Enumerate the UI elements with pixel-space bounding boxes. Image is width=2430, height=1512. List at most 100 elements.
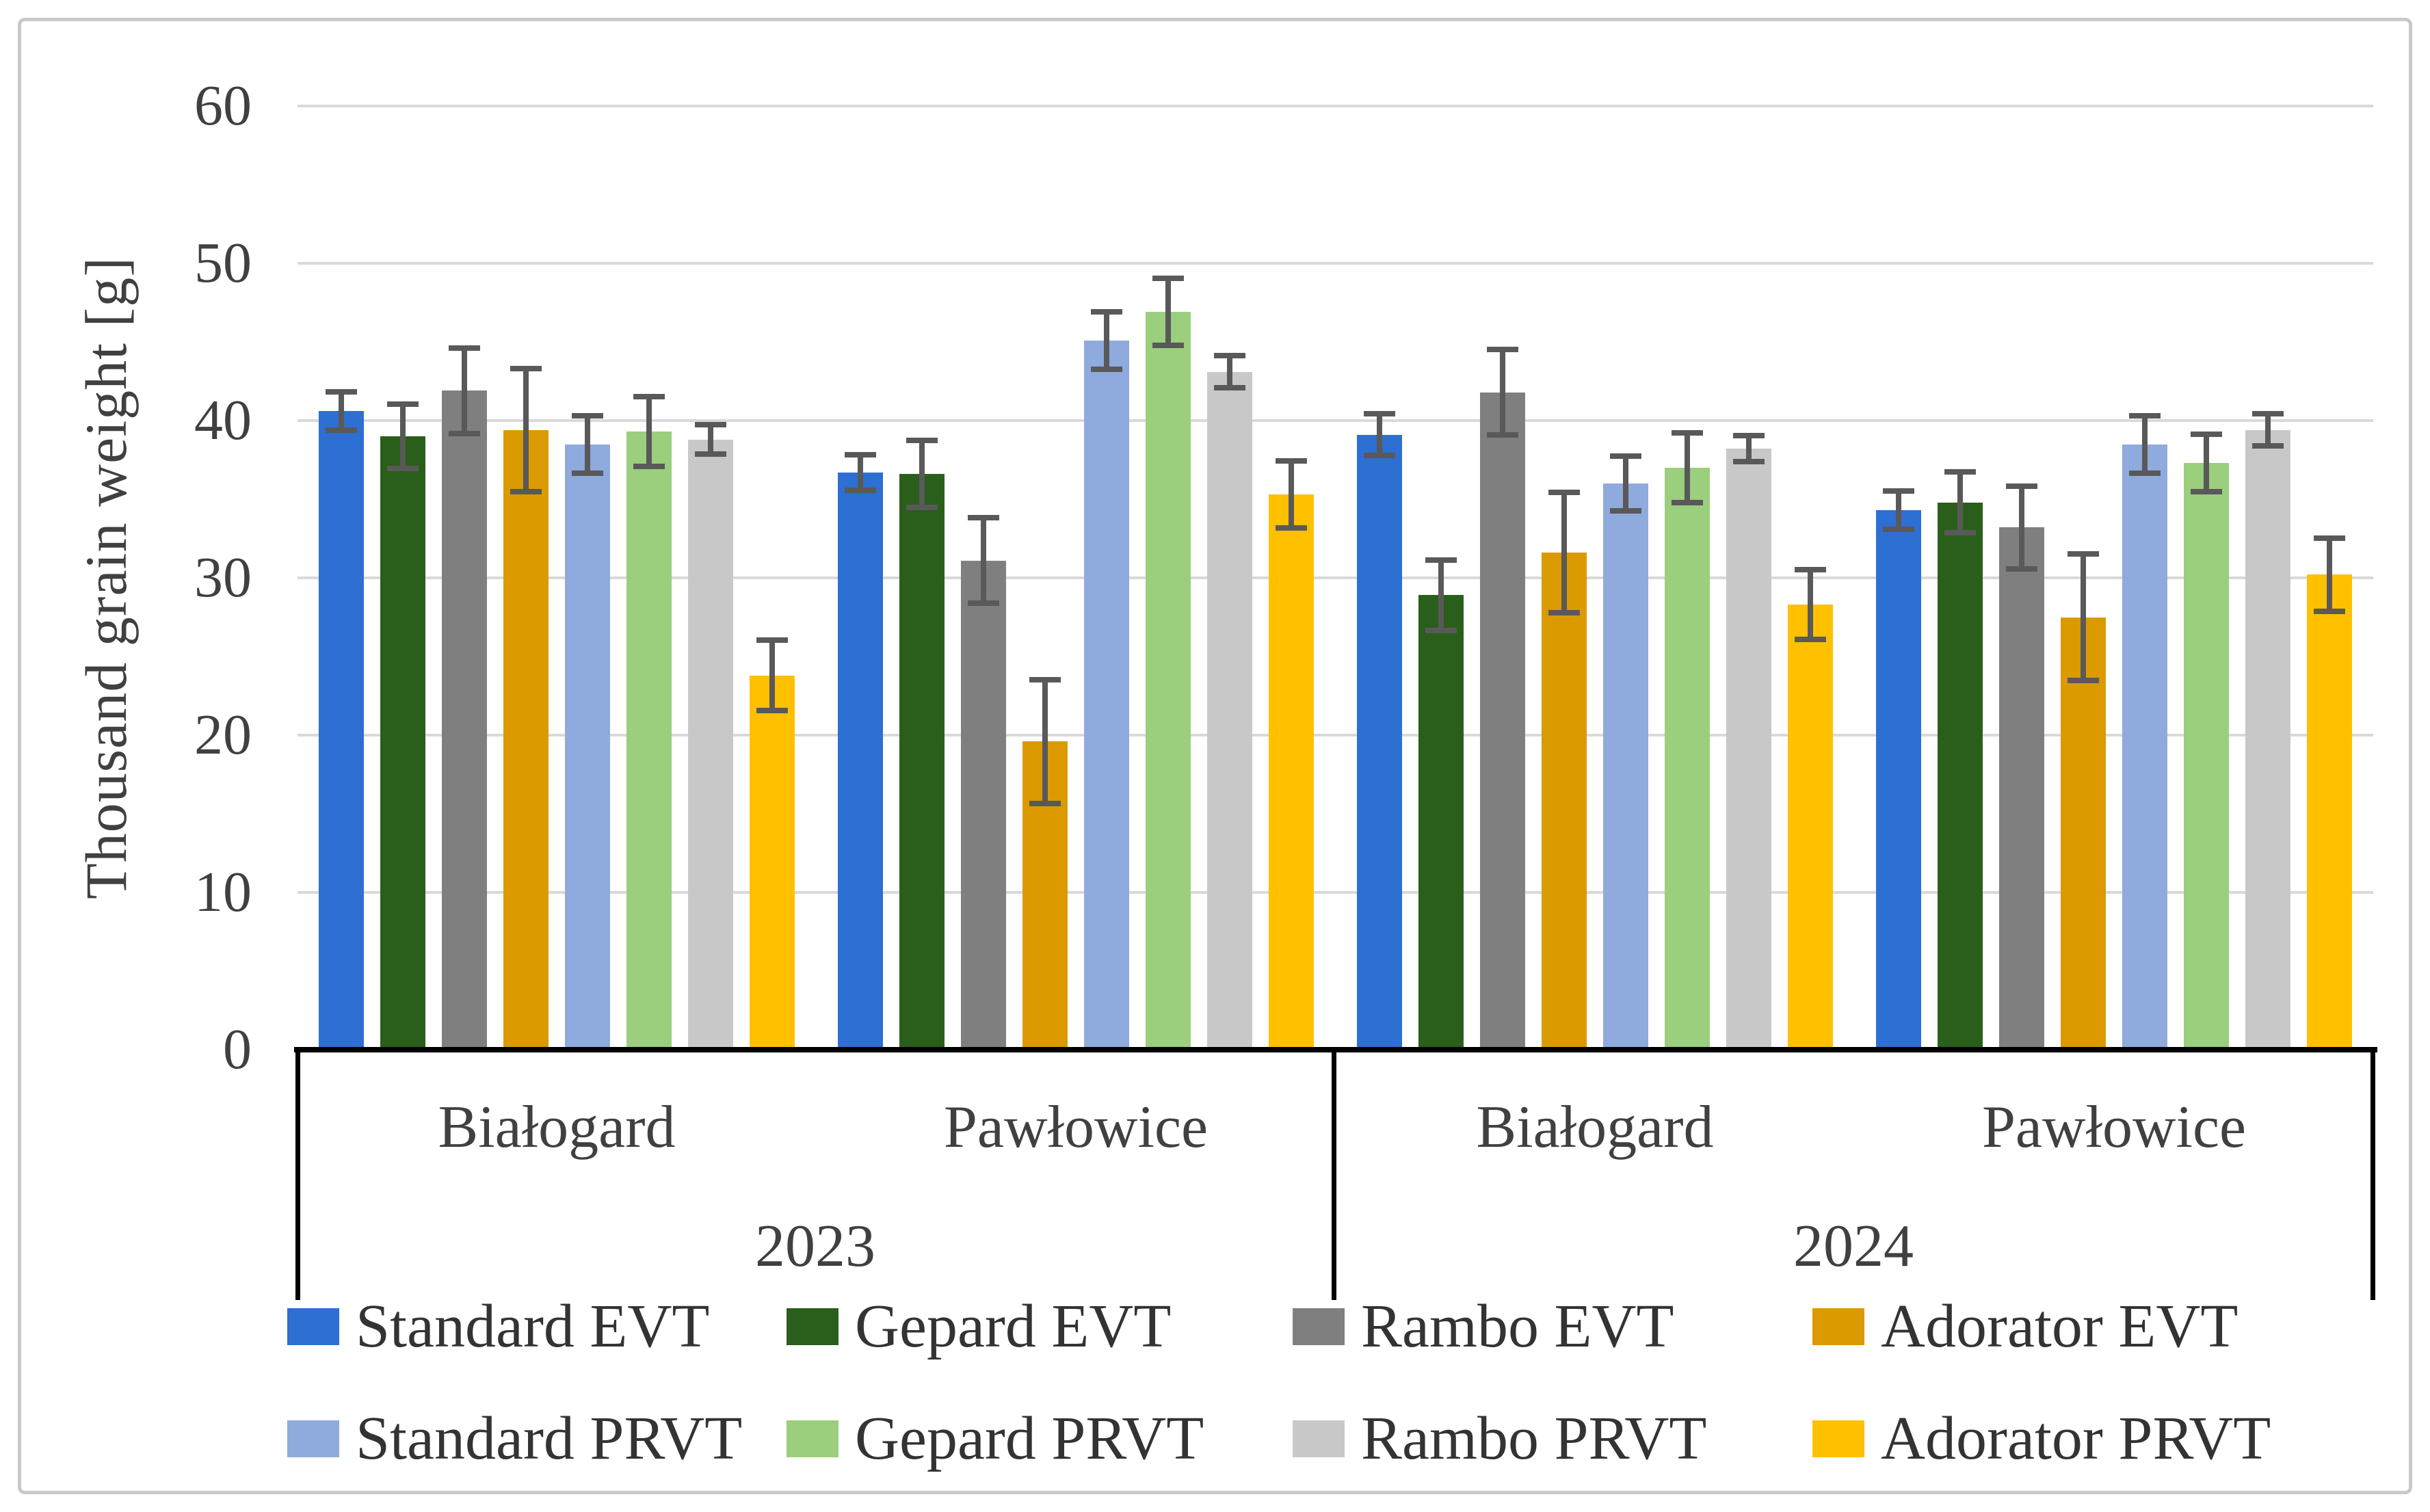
error-cap-bottom-standard-prvt-g3: [1609, 507, 1641, 514]
error-bar-gepard-evt-g1: [400, 401, 406, 471]
error-cap-bottom-standard-evt-g4: [1882, 527, 1914, 533]
error-bar-standard-evt-g2: [858, 452, 864, 493]
gridline-30: [298, 576, 2373, 579]
bar-rambo-evt-g3: [1479, 392, 1525, 1050]
error-cap-bottom-gepard-prvt-g2: [1152, 343, 1185, 349]
error-cap-top-adorator-evt-g4: [2067, 551, 2099, 557]
error-cap-bottom-gepard-evt-g4: [1944, 529, 1976, 535]
error-cap-bottom-rambo-evt-g2: [968, 600, 1000, 607]
legend-swatch-gepard-evt: [787, 1308, 838, 1345]
error-bar-standard-prvt-g1: [585, 412, 591, 476]
gridline-50: [298, 262, 2373, 265]
error-bar-rambo-prvt-g3: [1745, 433, 1752, 465]
error-cap-top-gepard-prvt-g4: [2190, 432, 2222, 438]
bar-rambo-prvt-g2: [1207, 371, 1253, 1050]
error-bar-standard-prvt-g4: [2141, 412, 2148, 476]
y-tick-label-0: 0: [223, 1018, 252, 1081]
bar-adorator-prvt-g1: [750, 675, 795, 1050]
legend-label-gepard-prvt: Gepard PRVT: [855, 1405, 1204, 1472]
bar-gepard-prvt-g1: [626, 432, 672, 1050]
error-bar-adorator-prvt-g4: [2326, 535, 2332, 614]
error-cap-top-rambo-prvt-g3: [1732, 433, 1765, 439]
error-cap-bottom-adorator-prvt-g1: [756, 707, 789, 713]
bar-adorator-prvt-g4: [2306, 574, 2352, 1050]
error-cap-bottom-rambo-prvt-g3: [1732, 459, 1765, 465]
error-cap-bottom-adorator-evt-g2: [1029, 800, 1061, 806]
error-cap-top-adorator-prvt-g4: [2313, 535, 2345, 541]
error-cap-bottom-adorator-prvt-g4: [2313, 608, 2345, 614]
error-cap-top-rambo-evt-g4: [2005, 483, 2037, 489]
bar-rambo-prvt-g1: [688, 439, 734, 1050]
bar-rambo-evt-g1: [442, 390, 488, 1050]
error-cap-top-standard-prvt-g1: [572, 412, 604, 419]
error-bar-adorator-evt-g4: [2080, 551, 2086, 684]
error-cap-top-rambo-evt-g3: [1486, 346, 1518, 352]
error-cap-bottom-adorator-prvt-g3: [1794, 637, 1826, 643]
error-bar-rambo-prvt-g1: [708, 422, 714, 457]
error-bar-adorator-evt-g1: [523, 365, 529, 495]
bar-rambo-prvt-g4: [2245, 429, 2290, 1050]
bar-gepard-prvt-g4: [2183, 463, 2229, 1050]
y-tick-label-20: 20: [194, 703, 252, 767]
legend-label-standard-prvt: Standard PRVT: [356, 1405, 743, 1472]
error-cap-bottom-gepard-prvt-g3: [1671, 500, 1703, 506]
error-cap-top-rambo-evt-g2: [968, 515, 1000, 520]
legend-label-rambo-prvt: Rambo PRVT: [1361, 1405, 1707, 1472]
error-cap-top-adorator-prvt-g2: [1276, 458, 1308, 464]
error-cap-top-gepard-prvt-g2: [1152, 276, 1185, 282]
error-cap-top-standard-prvt-g3: [1609, 453, 1641, 460]
error-bar-standard-prvt-g2: [1104, 308, 1110, 372]
category-label-pawlowice-2023: Pawłowice: [943, 1094, 1209, 1160]
bar-rambo-evt-g4: [1998, 527, 2044, 1050]
error-bar-standard-evt-g1: [339, 389, 345, 434]
error-bar-gepard-evt-g2: [919, 438, 925, 511]
error-cap-bottom-standard-prvt-g4: [2128, 470, 2161, 476]
legend-label-gepard-evt: Gepard EVT: [855, 1292, 1172, 1360]
error-cap-bottom-adorator-evt-g1: [510, 489, 542, 495]
error-cap-top-standard-evt-g4: [1882, 488, 1914, 494]
bar-adorator-prvt-g3: [1787, 605, 1833, 1050]
bar-standard-evt-g2: [838, 472, 884, 1050]
year-label-2024: 2024: [1793, 1213, 1914, 1279]
error-bar-adorator-prvt-g3: [1807, 566, 1813, 643]
legend-item-rambo-prvt: Rambo PRVT: [1293, 1406, 1706, 1472]
error-bar-gepard-prvt-g1: [646, 393, 652, 470]
y-tick-label-50: 50: [194, 231, 252, 295]
legend-swatch-rambo-evt: [1293, 1308, 1345, 1345]
error-cap-top-adorator-prvt-g1: [756, 637, 789, 644]
bar-gepard-evt-g2: [899, 474, 945, 1050]
error-cap-bottom-gepard-evt-g2: [906, 505, 938, 511]
error-bar-standard-evt-g3: [1376, 411, 1382, 459]
chart-border: [18, 18, 2412, 1494]
bar-rambo-evt-g2: [961, 560, 1007, 1050]
bar-standard-evt-g3: [1356, 434, 1402, 1050]
bar-gepard-evt-g1: [380, 436, 426, 1050]
bar-standard-prvt-g3: [1602, 483, 1648, 1050]
error-bar-gepard-prvt-g2: [1165, 276, 1172, 349]
error-cap-top-rambo-evt-g1: [449, 345, 481, 351]
error-cap-top-adorator-prvt-g3: [1794, 566, 1826, 572]
legend-item-adorator-evt: Adorator EVT: [1812, 1294, 2238, 1360]
legend-item-gepard-evt: Gepard EVT: [787, 1294, 1171, 1360]
legend-item-standard-evt: Standard EVT: [287, 1294, 709, 1360]
error-cap-bottom-rambo-prvt-g1: [695, 451, 727, 457]
legend-swatch-adorator-evt: [1812, 1308, 1864, 1345]
y-tick-label-10: 10: [194, 860, 252, 924]
error-cap-top-gepard-evt-g1: [387, 401, 419, 408]
error-bar-rambo-evt-g4: [2018, 483, 2024, 572]
category-label-pawlowice-2024: Pawłowice: [1981, 1094, 2247, 1160]
error-cap-top-standard-evt-g1: [326, 389, 358, 395]
error-bar-adorator-prvt-g2: [1289, 458, 1295, 531]
error-cap-top-gepard-evt-g3: [1425, 557, 1457, 563]
category-label-bialogard-2023: Białogard: [438, 1094, 676, 1160]
error-bar-gepard-prvt-g3: [1684, 429, 1690, 506]
axis-bracket-middle: [1332, 1047, 1336, 1300]
y-tick-label-30: 30: [194, 546, 252, 609]
error-cap-top-gepard-prvt-g1: [633, 393, 665, 399]
gridline-10: [298, 891, 2373, 894]
error-cap-top-standard-evt-g2: [845, 452, 877, 457]
error-cap-top-rambo-prvt-g4: [2251, 411, 2284, 417]
bar-standard-prvt-g4: [2122, 444, 2167, 1050]
error-cap-bottom-rambo-evt-g1: [449, 431, 481, 436]
error-bar-rambo-prvt-g2: [1227, 353, 1233, 391]
